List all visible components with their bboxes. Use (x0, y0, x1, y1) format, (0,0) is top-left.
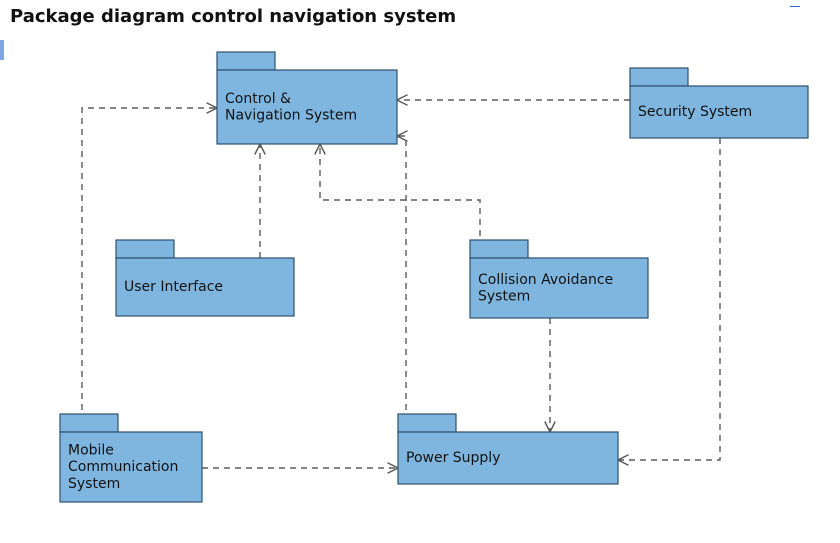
package-tab (630, 68, 688, 86)
diagram-canvas: Control &Navigation System Security Syste… (0, 0, 840, 543)
package-label: Security System (638, 104, 752, 120)
edge-collision-to-control (320, 144, 480, 258)
package-tab (116, 240, 174, 258)
package-label: User Interface (124, 279, 223, 295)
package-tab (470, 240, 528, 258)
edge-power-to-control (397, 136, 406, 432)
page: Package diagram control navigation syste… (0, 0, 840, 543)
package-ui[interactable]: User Interface (116, 240, 294, 316)
package-collision[interactable]: Collision AvoidanceSystem (470, 240, 648, 318)
package-label: Power Supply (406, 450, 501, 466)
package-mobile[interactable]: MobileCommunicationSystem (60, 414, 202, 502)
package-tab (217, 52, 275, 70)
nodes-layer: Control &Navigation System Security Syste… (60, 52, 808, 502)
package-power[interactable]: Power Supply (398, 414, 618, 484)
package-tab (398, 414, 456, 432)
package-tab (60, 414, 118, 432)
package-security[interactable]: Security System (630, 68, 808, 138)
package-control[interactable]: Control &Navigation System (217, 52, 397, 144)
